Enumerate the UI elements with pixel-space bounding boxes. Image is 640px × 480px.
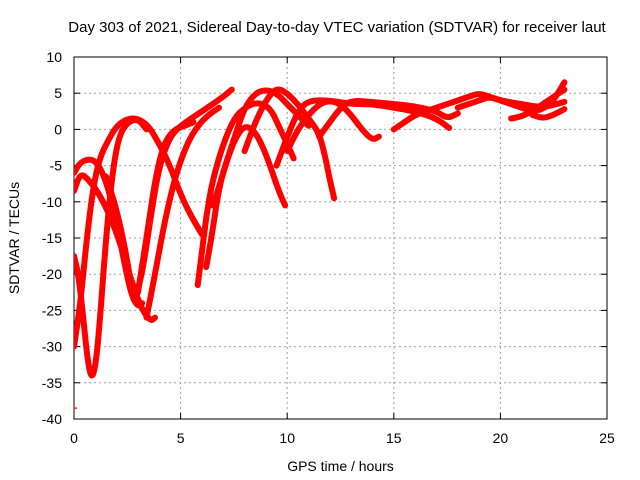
y-tick-label: -5 bbox=[50, 158, 63, 174]
series-arc10 bbox=[203, 124, 289, 270]
y-tick-label: 0 bbox=[54, 121, 62, 137]
series-point1 bbox=[74, 405, 77, 412]
series-arc13 bbox=[273, 97, 453, 169]
series-arc11 bbox=[241, 86, 338, 202]
y-tick-label: -30 bbox=[42, 339, 62, 355]
y-tick-label: -20 bbox=[42, 266, 62, 282]
y-axis-label: SDTVAR / TECUs bbox=[6, 182, 22, 294]
y-tick-label: -40 bbox=[42, 411, 62, 427]
series-arc8 bbox=[194, 100, 297, 289]
x-tick-label: 10 bbox=[279, 430, 295, 446]
series-arc7 bbox=[143, 104, 222, 321]
y-tick-label: 10 bbox=[46, 49, 62, 65]
x-tick-label: 0 bbox=[70, 430, 78, 446]
data-series-group bbox=[74, 79, 568, 412]
x-tick-label: 20 bbox=[493, 430, 509, 446]
x-tick-label: 25 bbox=[599, 430, 615, 446]
series-arc4 bbox=[74, 172, 158, 323]
y-tick-label: -35 bbox=[42, 375, 62, 391]
x-tick-label: 15 bbox=[386, 430, 402, 446]
series-arc14 bbox=[316, 98, 461, 140]
y-tick-label: -15 bbox=[42, 230, 62, 246]
x-tick-label: 5 bbox=[177, 430, 185, 446]
series-arc17 bbox=[508, 86, 568, 122]
series-arc16 bbox=[454, 79, 568, 114]
y-tick-label: 5 bbox=[54, 85, 62, 101]
series-arc6 bbox=[135, 119, 197, 296]
y-tick-label: -25 bbox=[42, 302, 62, 318]
x-axis-label: GPS time / hours bbox=[287, 458, 394, 474]
chart-title: Day 303 of 2021, Sidereal Day-to-day VTE… bbox=[68, 19, 606, 36]
y-tick-label: -10 bbox=[42, 194, 62, 210]
series-arc18 bbox=[529, 106, 568, 121]
